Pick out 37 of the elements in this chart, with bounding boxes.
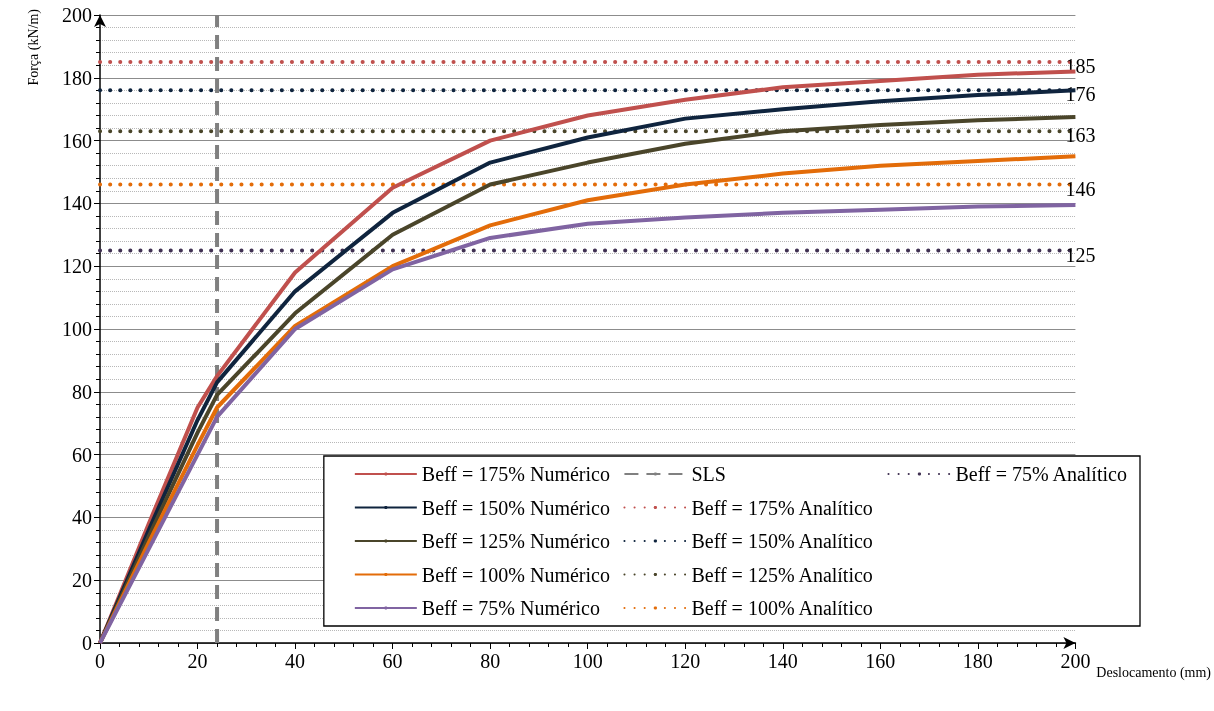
y-tick-label: 100 xyxy=(62,318,92,340)
y-tick-label: 20 xyxy=(72,569,92,592)
legend-label: Beff = 100% Analítico xyxy=(691,597,873,619)
y-tick-label: 180 xyxy=(62,66,92,89)
x-axis-title: Deslocamento (mm) xyxy=(1096,664,1212,681)
legend-label: Beff = 75% Analítico xyxy=(955,463,1127,485)
x-tick-label: 60 xyxy=(382,650,403,672)
legend-label: Beff = 175% Analítico xyxy=(691,496,873,519)
y-tick-label: 60 xyxy=(72,443,92,466)
x-tick-label: 160 xyxy=(865,650,896,672)
legend-label: Beff = 150% Numérico xyxy=(421,496,610,519)
y-tick-label: 80 xyxy=(72,380,92,403)
y-tick-label: 160 xyxy=(62,129,92,152)
y-tick-label: 200 xyxy=(62,4,92,26)
y-tick-label: 140 xyxy=(62,192,92,215)
x-tick-label: 120 xyxy=(670,650,701,672)
legend-label: Beff = 75% Numérico xyxy=(421,597,600,619)
legend-label: Beff = 175% Numérico xyxy=(421,463,610,485)
legend-label: Beff = 125% Numérico xyxy=(421,530,610,552)
y-axis-title: Força (kN/m) xyxy=(25,8,42,86)
x-tick-label: 140 xyxy=(767,650,798,672)
legend-label: SLS xyxy=(691,463,726,485)
data-label: 125 xyxy=(1065,243,1096,266)
legend-label: Beff = 100% Numérico xyxy=(421,563,610,586)
x-tick-label: 100 xyxy=(572,650,603,672)
data-label: 146 xyxy=(1065,177,1096,200)
x-tick-label: 200 xyxy=(1060,650,1091,672)
legend-label: Beff = 125% Analítico xyxy=(691,563,873,586)
x-tick-label: 40 xyxy=(285,650,306,672)
data-label: 163 xyxy=(1065,124,1096,147)
y-tick-label: 120 xyxy=(62,255,92,278)
x-tick-label: 80 xyxy=(480,650,501,672)
legend-label: Beff = 150% Analítico xyxy=(691,530,873,552)
y-tick-label: 0 xyxy=(82,632,92,654)
x-tick-label: 20 xyxy=(187,650,208,672)
y-tick-label: 40 xyxy=(72,506,92,529)
x-tick-label: 180 xyxy=(962,650,993,672)
